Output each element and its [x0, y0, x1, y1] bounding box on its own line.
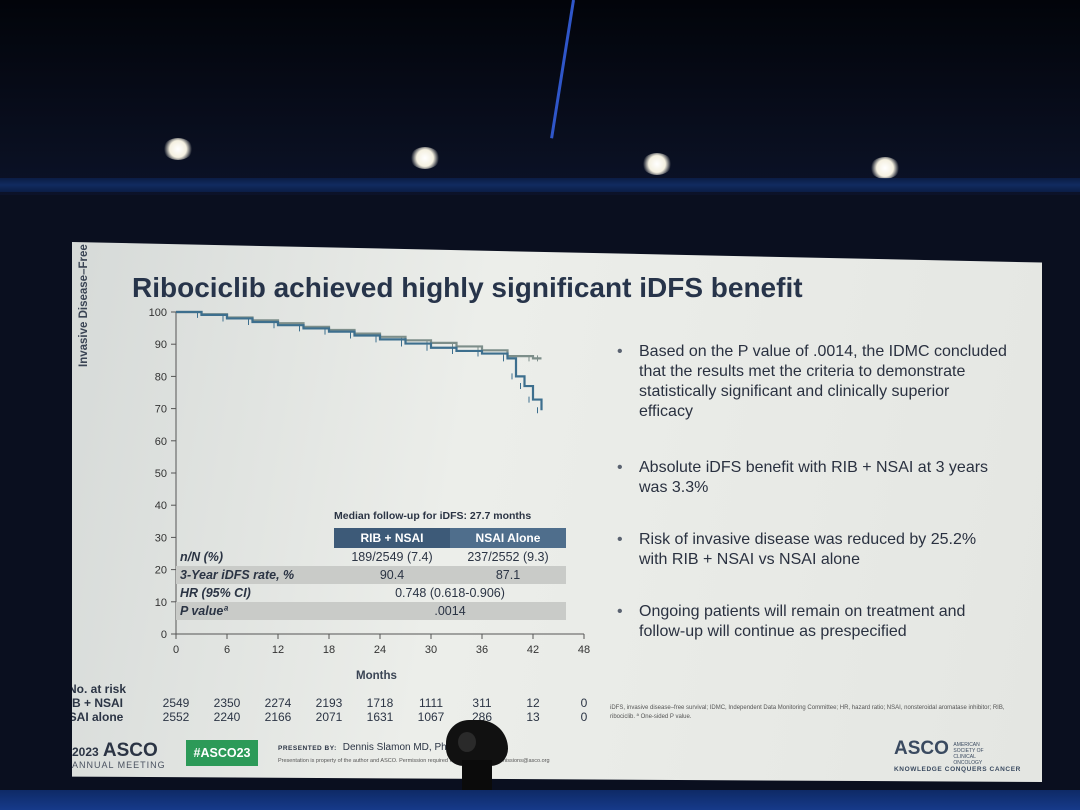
risk-heading: No. at risk — [72, 682, 127, 696]
bullet-item: Based on the P value of .0014, the IDMC … — [617, 342, 1007, 422]
table-row: P valueª .0014 — [176, 602, 566, 620]
x-tick-label: 42 — [527, 644, 539, 656]
bullet-item: Risk of invasive disease was reduced by … — [617, 530, 1007, 570]
results-table: RIB + NSAI NSAI Alone n/N (%) 189/2549 (… — [176, 528, 566, 620]
asco-annual-meeting-logo: 2023 ASCO ANNUAL MEETING — [72, 740, 166, 770]
median-followup: Median follow-up for iDFS: 27.7 months — [334, 510, 532, 522]
risk-value: 2166 — [264, 710, 292, 724]
stage-light — [642, 153, 672, 175]
risk-value: 2071 — [315, 710, 343, 724]
risk-value: 0 — [580, 710, 588, 724]
y-tick-label: 30 — [155, 532, 167, 544]
hashtag-badge: #ASCO23 — [186, 740, 258, 766]
risk-value: 1111 — [418, 696, 444, 710]
x-tick-label: 18 — [323, 644, 335, 656]
asco-logo: ASCO AMERICAN SOCIETY OF CLINICAL ONCOLO… — [894, 738, 1021, 773]
x-tick-label: 30 — [425, 644, 437, 656]
y-axis-title: Invasive Disease–Free Survival, % — [78, 242, 90, 367]
km-chart: 0 10 20 30 40 50 60 70 80 90 100 0 6 12 18 24 30 36 42 48 — [149, 307, 590, 656]
risk-label-nsai: NSAI alone — [72, 710, 124, 724]
y-tick-label: 50 — [155, 468, 167, 480]
x-tick-label: 48 — [578, 644, 590, 656]
risk-value: 2549 — [162, 696, 190, 710]
risk-value: 1631 — [366, 710, 394, 724]
risk-value: 311 — [472, 696, 492, 710]
y-tick-label: 0 — [161, 629, 167, 641]
series-line-nsai — [176, 310, 543, 411]
table-row: n/N (%) 189/2549 (7.4) 237/2552 (9.3) — [180, 550, 549, 564]
presentation-slide: Ribociclib achieved highly significant i… — [72, 242, 1042, 782]
y-tick-label: 10 — [155, 597, 167, 609]
x-axis-title: Months — [356, 670, 397, 682]
bullet-item: Ongoing patients will remain on treatmen… — [617, 602, 1007, 642]
y-tick-label: 70 — [155, 404, 167, 416]
header-rib: RIB + NSAI — [334, 528, 450, 548]
bullet-item: Absolute iDFS benefit with RIB + NSAI at… — [617, 458, 1007, 498]
disclaimer: Presentation is property of the author a… — [278, 758, 550, 764]
y-tick-label: 90 — [155, 339, 167, 351]
y-tick-label: 80 — [155, 371, 167, 383]
stage-light — [870, 157, 900, 179]
x-tick-label: 0 — [173, 644, 179, 656]
risk-value: 1718 — [366, 696, 394, 710]
y-tick-label: 60 — [155, 436, 167, 448]
stage-edge — [0, 790, 1080, 810]
slide-footer: 2023 ASCO ANNUAL MEETING #ASCO23 PRESENT… — [72, 736, 1042, 782]
presenter: PRESENTED BY: Dennis Slamon MD, Ph — [278, 742, 447, 753]
risk-value: 1067 — [417, 710, 445, 724]
risk-value: 2193 — [315, 696, 343, 710]
camera-silhouette — [446, 720, 508, 810]
x-tick-label: 12 — [272, 644, 284, 656]
slide-title: Ribociclib achieved highly significant i… — [132, 272, 803, 303]
risk-value: 0 — [580, 696, 588, 710]
table-row: 3-Year iDFS rate, % 90.4 87.1 — [176, 566, 566, 584]
x-tick-label: 36 — [476, 644, 488, 656]
risk-value: 13 — [526, 710, 540, 724]
y-tick-label: 100 — [149, 307, 167, 319]
y-tick-label: 40 — [155, 500, 167, 512]
risk-value: 2350 — [213, 696, 241, 710]
risk-value: 2274 — [264, 696, 292, 710]
stage-light — [410, 147, 440, 169]
x-tick-label: 6 — [224, 644, 230, 656]
lighting-truss — [0, 178, 1080, 192]
table-row: HR (95% CI) 0.748 (0.618-0.906) — [180, 586, 505, 600]
risk-value: 2240 — [213, 710, 241, 724]
risk-value: 2552 — [162, 710, 190, 724]
risk-value: 12 — [526, 696, 540, 710]
footnote: iDFS, invasive disease–free survival; ID… — [610, 705, 1005, 720]
risk-label-rib: RIB + NSAI — [72, 696, 124, 710]
stage-light — [163, 138, 193, 160]
x-tick-label: 24 — [374, 644, 386, 656]
y-tick-label: 20 — [155, 565, 167, 577]
header-nsai: NSAI Alone — [450, 528, 566, 548]
